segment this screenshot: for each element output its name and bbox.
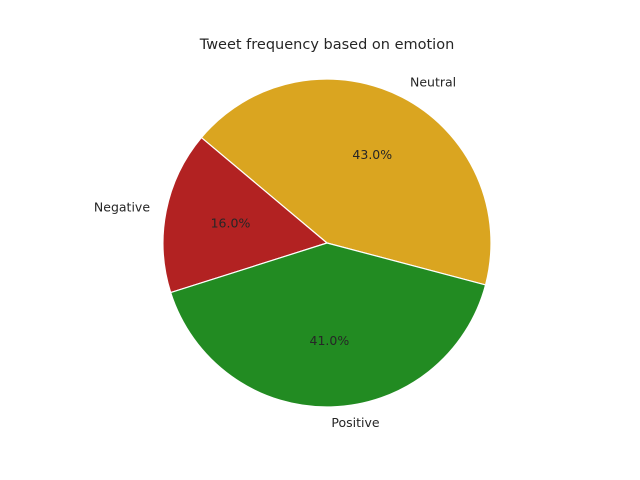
slice-percent-negative: 16.0% <box>211 215 251 230</box>
pie-slice-neutral <box>200 78 492 286</box>
slice-label-negative: Negative <box>94 199 150 214</box>
slice-label-positive: Positive <box>331 415 379 430</box>
slice-percent-positive: 41.0% <box>310 333 350 348</box>
slice-label-neutral: Neutral <box>410 74 456 89</box>
pie-slices <box>162 78 492 408</box>
slice-percent-neutral: 43.0% <box>352 147 392 162</box>
pie-slice-negative <box>162 136 328 294</box>
pie-labels: Neutral 43.0% Negative 16.0% Positive 41.0% <box>94 74 456 430</box>
chart-title: Tweet frequency based on emotion <box>199 37 455 53</box>
pie-slice-positive <box>170 242 487 408</box>
